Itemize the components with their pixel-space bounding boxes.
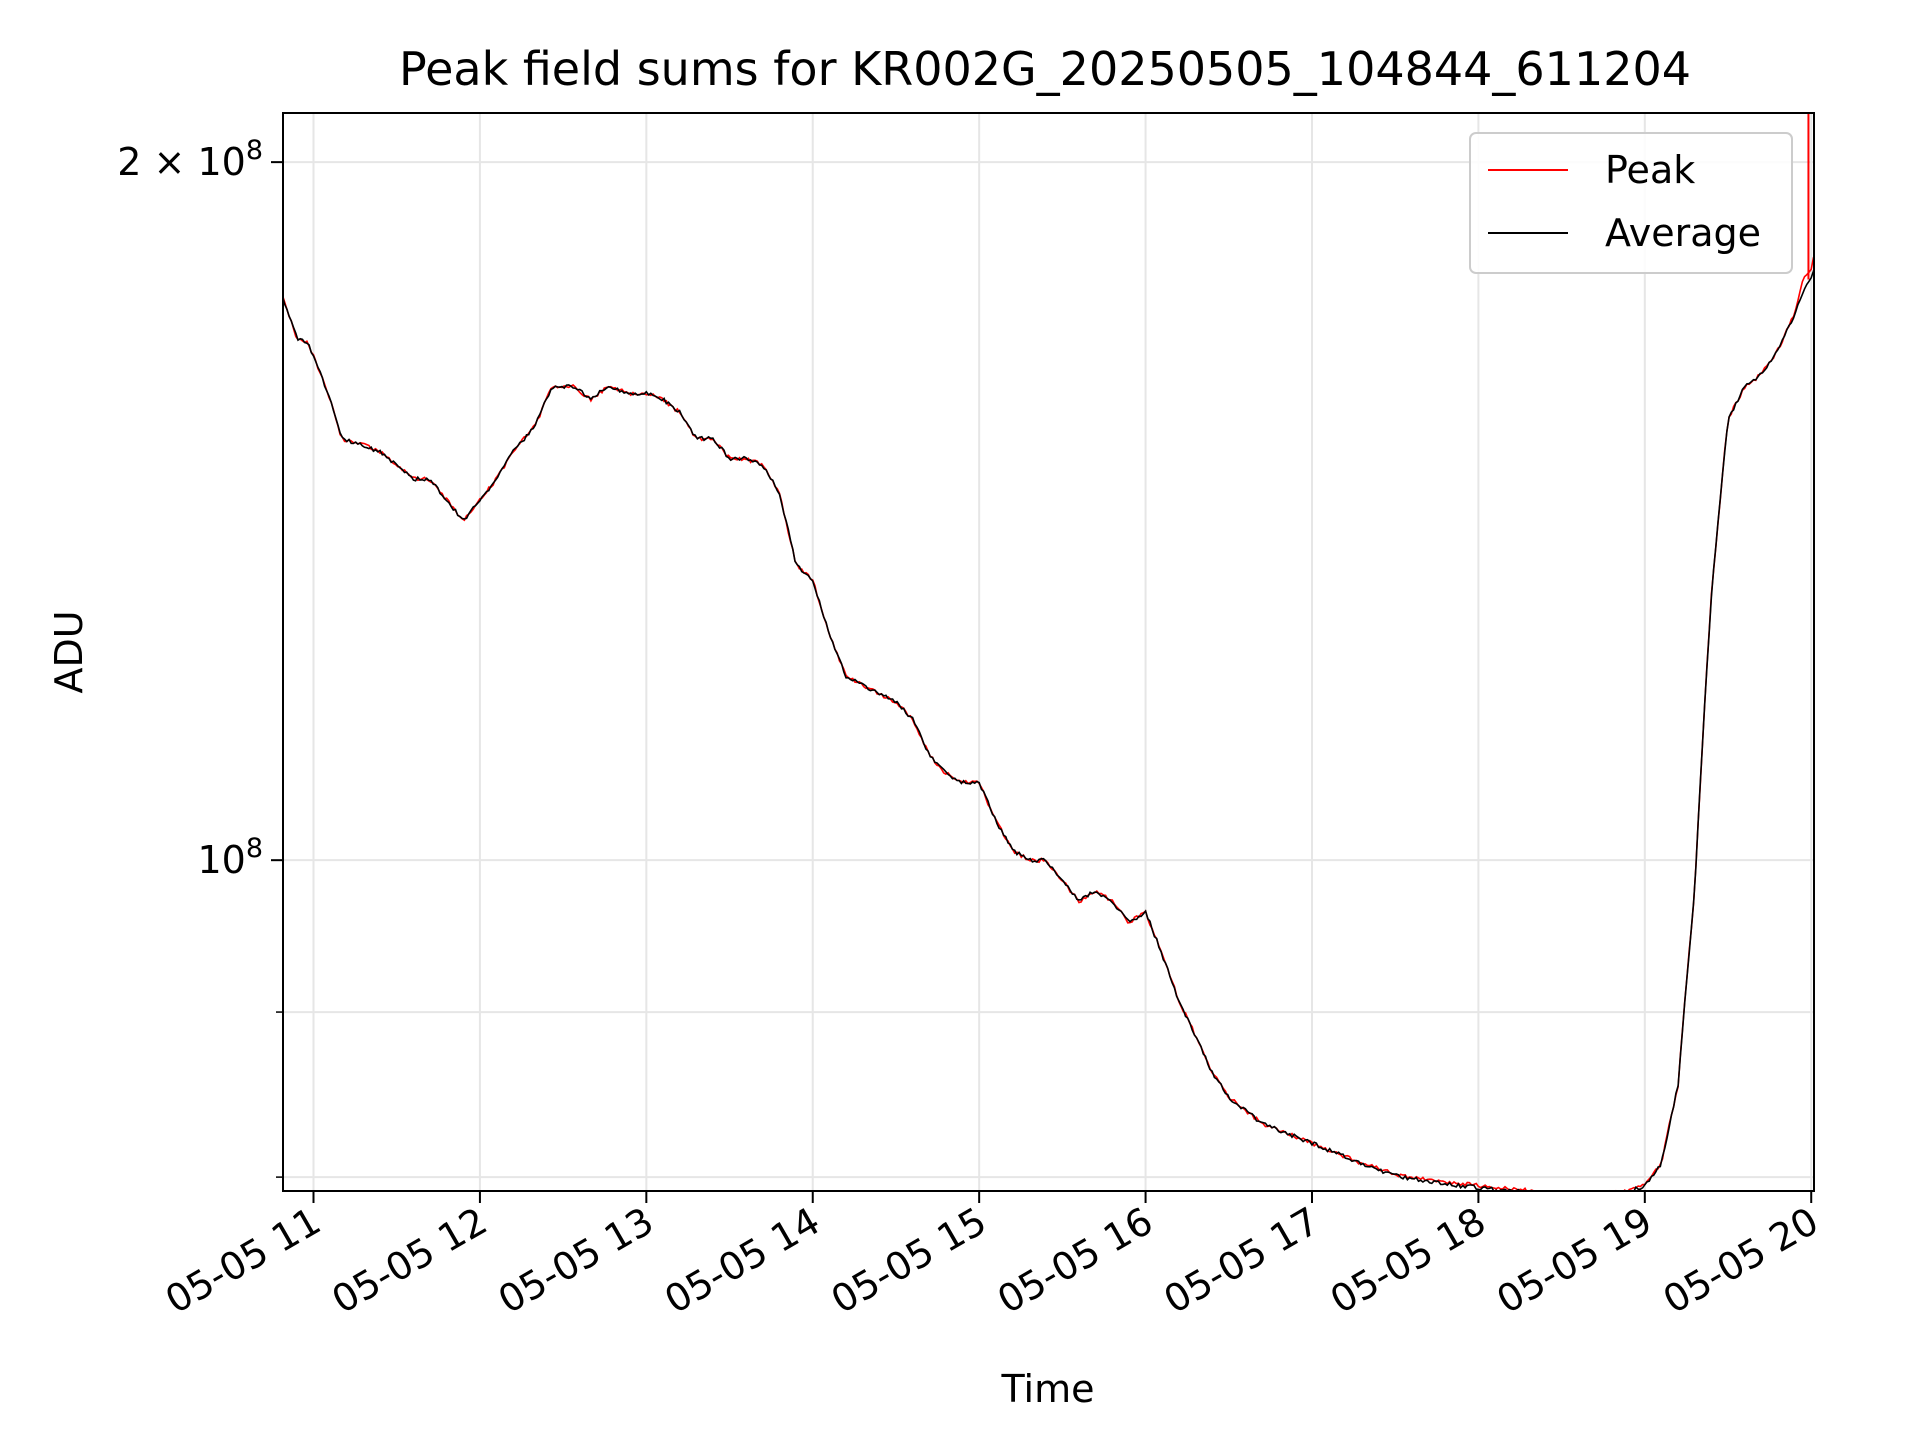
y-tick-label: 2 × 108	[117, 135, 263, 184]
legend-peak-label: Peak	[1605, 148, 1695, 192]
legend-box	[1469, 132, 1793, 274]
x-axis-label: Time	[1001, 1367, 1095, 1411]
legend-average-label: Average	[1605, 211, 1761, 255]
series-line-average	[283, 266, 1814, 1191]
grid	[283, 113, 1814, 1191]
chart-title: Peak field sums for KR002G_20250505_1048…	[399, 42, 1691, 96]
y-tick-label: 108	[197, 833, 263, 882]
plot-frame	[282, 112, 1815, 1192]
legend: Peak Average	[1469, 132, 1793, 274]
y-axis: 108 2 × 108	[117, 135, 283, 1178]
series-layer	[283, 113, 1814, 1191]
y-axis-label: ADU	[47, 610, 91, 693]
